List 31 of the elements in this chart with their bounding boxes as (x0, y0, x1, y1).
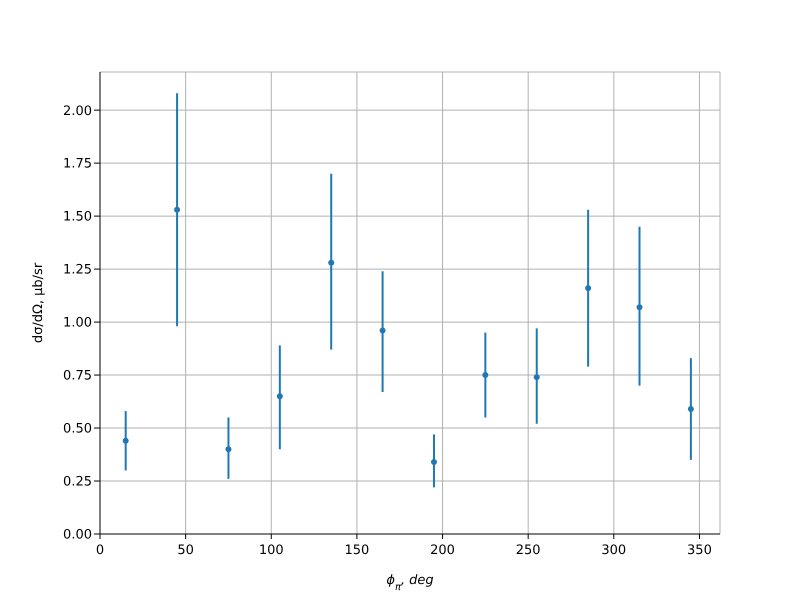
point (380, 328, 386, 334)
x-tick-label: 50 (177, 543, 194, 558)
x-axis-title: ϕ$_{π}$, deg (386, 573, 434, 592)
y-axis-title: dσ/dΩ, μb/sr (31, 262, 46, 344)
x-tick-label: 200 (430, 543, 455, 558)
point (122, 438, 129, 444)
x-tick-label: 300 (601, 543, 626, 558)
point (328, 260, 334, 266)
y-tick-label: 1.00 (63, 316, 92, 331)
point (482, 372, 488, 378)
x-tick-label: 150 (344, 543, 370, 558)
y-tick-label: 2.00 (63, 104, 92, 119)
point (276, 393, 283, 400)
y-tick-label: 1.50 (63, 210, 92, 225)
y-tick-label: 0.50 (63, 422, 92, 437)
x-tick-label: 0 (96, 543, 104, 558)
x-tick-label: 250 (516, 543, 541, 558)
point (636, 304, 643, 310)
point (534, 374, 540, 380)
y-tick-label: 1.75 (63, 156, 92, 172)
x-tick-label: 100 (258, 543, 284, 558)
y-tick-label: 1.25 (63, 262, 92, 278)
x-tick-label: 350 (687, 543, 712, 558)
point (688, 406, 694, 412)
point (174, 206, 180, 213)
point (585, 285, 592, 292)
point (225, 446, 232, 452)
point (430, 458, 437, 465)
y-tick-label: 0.25 (63, 474, 92, 490)
y-tick-label: 0.00 (63, 528, 92, 543)
y-tick-label: 0.75 (63, 368, 92, 384)
